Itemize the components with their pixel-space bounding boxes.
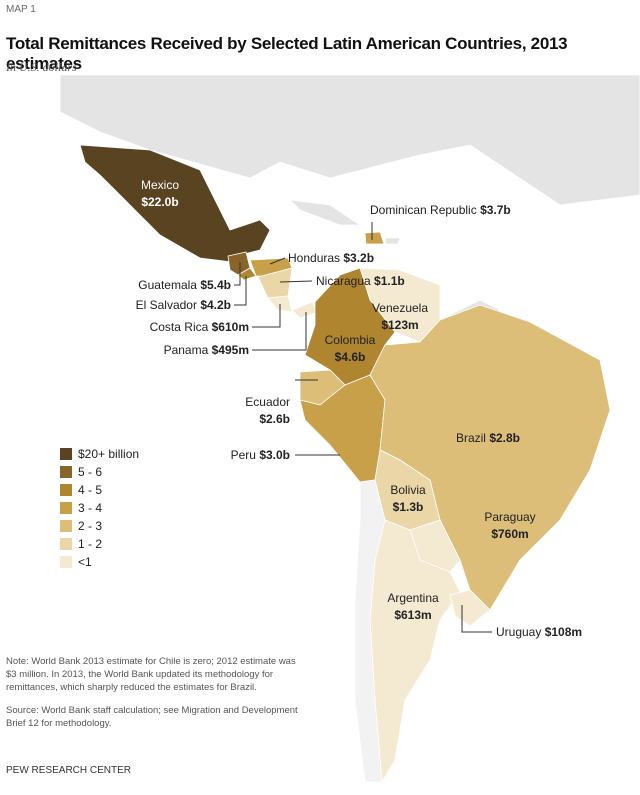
legend-swatch [60, 538, 72, 550]
map-number: MAP 1 [6, 4, 36, 15]
legend-label: 3 - 4 [78, 501, 102, 515]
country-name: Ecuador [245, 395, 290, 409]
country-value: $3.7b [480, 203, 511, 217]
country-value: $3.0b [259, 448, 290, 462]
country-label: Uruguay $108m [496, 625, 582, 639]
footer: PEW RESEARCH CENTER [6, 765, 132, 776]
legend-swatch [60, 466, 72, 478]
panama [291, 301, 319, 319]
leader [279, 280, 313, 283]
country-name: Guatemala [138, 278, 197, 292]
legend-label: $20+ billion [78, 447, 139, 461]
country-value: $22.0b [141, 195, 178, 209]
country-name: Costa Rica [150, 320, 209, 334]
country-label: Mexico $22.0b [141, 178, 179, 209]
legend-label: 1 - 2 [78, 537, 102, 551]
leader-lines [234, 222, 492, 633]
country-label: Argentina $613m [387, 591, 439, 622]
dominican-republic [364, 231, 385, 245]
legend-swatch [60, 448, 72, 460]
source: Source: World Bank staff calculation; se… [6, 705, 298, 729]
country-value: $2.8b [489, 431, 520, 445]
country-label: Colombia $4.6b [325, 333, 376, 364]
country-label: Peru $3.0b [231, 448, 290, 462]
country-name: Bolivia [390, 483, 426, 497]
country-name: Panama [164, 343, 209, 357]
uruguay [449, 589, 491, 627]
country-label: Costa Rica $610m [150, 320, 249, 334]
legend-label: 5 - 6 [78, 465, 102, 479]
mexico [79, 144, 271, 263]
title: Total Remittances Received by Selected L… [6, 34, 568, 73]
country-name: Brazil [456, 431, 486, 445]
legend: $20+ billion 5 - 6 4 - 5 3 - 4 2 - 3 1 - 2 <1 [60, 447, 139, 569]
leader [234, 276, 247, 306]
legend-swatch [60, 556, 72, 568]
country-label: Honduras $3.2b [288, 251, 374, 265]
country-value: $4.6b [335, 350, 366, 364]
country-value: $760m [491, 527, 528, 541]
leader [234, 262, 241, 286]
country-value: $2.6b [259, 412, 290, 426]
country-value: $1.3b [393, 500, 424, 514]
country-value: $5.4b [200, 278, 231, 292]
notes: Note: World Bank 2013 estimate for Chile… [6, 655, 306, 740]
legend-swatch [60, 520, 72, 532]
country-name: Paraguay [484, 510, 535, 524]
country-name: Uruguay [496, 625, 541, 639]
leader [252, 304, 281, 328]
country-name: Venezuela [372, 301, 428, 315]
country-label: Paraguay $760m [484, 510, 535, 541]
note: Note: World Bank 2013 estimate for Chile… [6, 656, 296, 693]
country-value: $108m [545, 625, 582, 639]
legend-swatch [60, 484, 72, 496]
country-label: Dominican Republic $3.7b [370, 203, 511, 217]
legend-label: 4 - 5 [78, 483, 102, 497]
country-name: Colombia [325, 333, 376, 347]
legend-label: 2 - 3 [78, 519, 102, 533]
chile [354, 479, 386, 783]
country-name: Mexico [141, 178, 179, 192]
country-value: $610m [212, 320, 249, 334]
north-america [59, 74, 640, 206]
country-name: Nicaragua [316, 274, 371, 288]
country-name: Argentina [387, 591, 439, 605]
country-label: Venezuela $123m [372, 301, 428, 332]
country-label: Ecuador $2.6b [245, 395, 290, 426]
country-label: El Salvador $4.2b [136, 298, 231, 312]
leader [269, 257, 286, 265]
legend-swatch [60, 502, 72, 514]
country-value: $3.2b [343, 251, 374, 265]
country-value: $4.2b [200, 298, 231, 312]
country-name: Dominican Republic [370, 203, 477, 217]
country-name: El Salvador [136, 298, 197, 312]
country-label: Guatemala $5.4b [138, 278, 231, 292]
country-name: Peru [231, 448, 256, 462]
leader [461, 605, 492, 633]
leader [252, 312, 307, 351]
country-value: $495m [212, 343, 249, 357]
legend-label: <1 [78, 555, 92, 569]
country-label: Nicaragua $1.1b [316, 274, 405, 288]
country-label: Panama $495m [164, 343, 249, 357]
country-value: $123m [381, 318, 418, 332]
country-value: $1.1b [374, 274, 405, 288]
country-value: $613m [394, 608, 431, 622]
country-label: Bolivia $1.3b [390, 483, 426, 514]
country-name: Honduras [288, 251, 340, 265]
subtitle: In U.S. dollars [6, 60, 77, 74]
country-label: Brazil $2.8b [456, 431, 520, 445]
